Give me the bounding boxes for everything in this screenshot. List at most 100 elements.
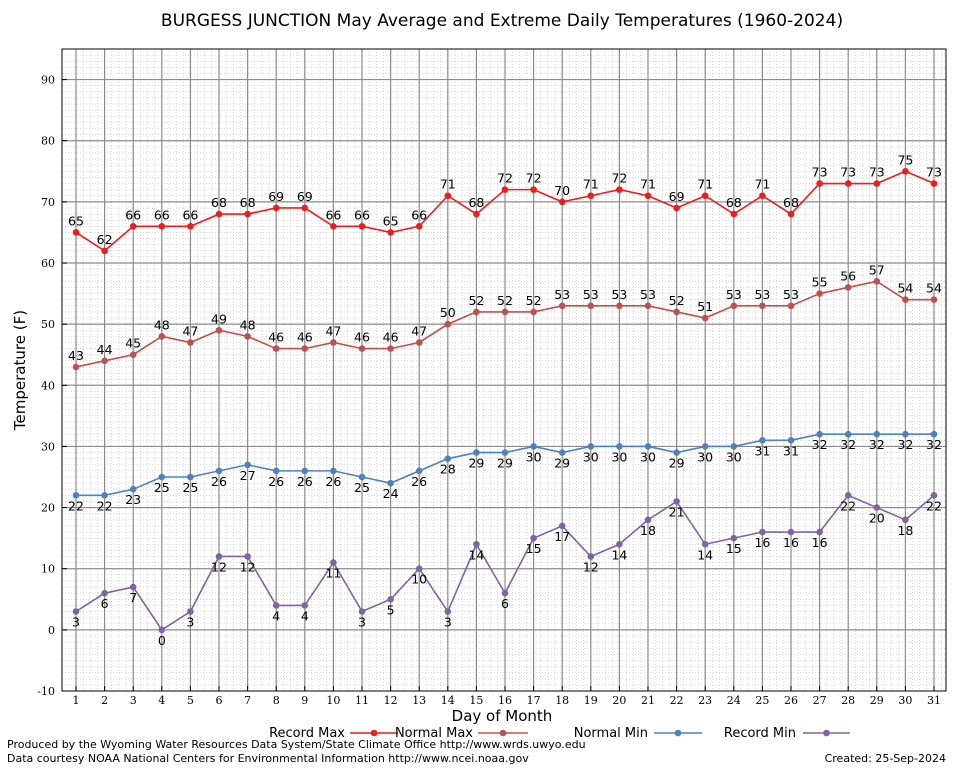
- data-label: 16: [754, 535, 770, 550]
- data-label: 16: [783, 535, 799, 550]
- data-label: 11: [325, 566, 341, 581]
- data-point: [558, 302, 566, 310]
- data-point: [358, 345, 366, 352]
- data-label: 3: [358, 615, 366, 630]
- data-label: 21: [669, 504, 685, 519]
- data-label: 69: [669, 189, 685, 204]
- x-tick-label: 20: [612, 694, 626, 707]
- data-point: [873, 180, 881, 187]
- data-point: [358, 473, 366, 481]
- data-label: 3: [444, 615, 452, 630]
- data-point: [530, 534, 537, 542]
- data-point: [844, 430, 852, 438]
- x-tick-label: 22: [670, 694, 684, 707]
- plot-frame: [61, 48, 947, 692]
- data-point: [644, 516, 652, 524]
- data-point: [530, 308, 537, 316]
- data-label: 66: [411, 207, 427, 222]
- data-label: 26: [297, 474, 313, 489]
- data-point: [158, 473, 166, 481]
- data-point: [873, 504, 881, 511]
- data-label: 25: [182, 480, 198, 495]
- x-axis-title: Day of Month: [452, 707, 553, 725]
- series-record-max: 65 62 66 66 66 68 68 69 69 66 66 65 66 71 68 72 72 70 71 72…: [68, 152, 942, 255]
- data-label: 73: [840, 165, 856, 180]
- y-tick-label: 80: [41, 135, 55, 148]
- data-label: 46: [383, 330, 399, 345]
- data-point: [701, 192, 709, 200]
- data-label: 30: [697, 449, 713, 464]
- data-point: [844, 492, 852, 499]
- footer: Produced by the Wyoming Water Resources …: [7, 738, 946, 765]
- data-label: 66: [354, 207, 370, 222]
- data-label: 47: [182, 323, 198, 338]
- data-point: [844, 180, 852, 187]
- y-tick-label: -10: [37, 685, 55, 698]
- data-point: [873, 278, 881, 285]
- legend-marker: [499, 729, 507, 737]
- data-point: [415, 339, 423, 346]
- data-label: 46: [354, 330, 370, 345]
- data-point: [587, 302, 595, 310]
- data-label: 24: [383, 486, 399, 501]
- legend-item-record-max: Record Max: [269, 726, 398, 741]
- data-label: 47: [411, 323, 427, 338]
- data-label: 29: [468, 456, 484, 471]
- x-tick-label: 15: [469, 694, 483, 707]
- data-label: 55: [812, 275, 828, 290]
- x-tick-label: 19: [584, 694, 598, 707]
- data-label: 71: [640, 177, 656, 192]
- data-label: 10: [411, 572, 427, 587]
- data-label: 15: [526, 541, 542, 556]
- data-point: [930, 430, 938, 438]
- data-point: [330, 223, 337, 230]
- chart-title: BURGESS JUNCTION May Average and Extreme…: [161, 11, 843, 31]
- legend-item-normal-min: Normal Min: [574, 726, 702, 741]
- legend-item-normal-max: Normal Max: [395, 726, 528, 741]
- data-point: [444, 455, 452, 462]
- data-label: 53: [583, 287, 599, 302]
- data-label: 30: [583, 449, 599, 464]
- data-point: [358, 223, 366, 230]
- data-point: [215, 467, 223, 475]
- data-point: [187, 608, 194, 615]
- data-point: [673, 308, 680, 316]
- data-point: [616, 443, 623, 450]
- x-tick-label: 3: [130, 694, 137, 707]
- data-point: [387, 229, 394, 236]
- data-label: 56: [840, 268, 856, 283]
- data-point: [930, 296, 938, 303]
- x-tick-label: 6: [216, 694, 223, 707]
- legend: Record Max Normal Max Normal Min Record Min: [269, 726, 850, 741]
- data-point: [387, 479, 394, 487]
- data-point: [72, 492, 80, 499]
- data-label: 12: [211, 559, 227, 574]
- data-point: [873, 430, 881, 438]
- data-label: 26: [268, 474, 284, 489]
- data-label: 7: [129, 590, 137, 605]
- data-point: [730, 443, 738, 450]
- data-point: [215, 210, 223, 218]
- data-label: 68: [468, 195, 484, 210]
- data-label: 68: [726, 195, 742, 210]
- data-label: 0: [158, 633, 166, 648]
- data-label: 3: [186, 615, 194, 630]
- data-label: 50: [440, 305, 456, 320]
- y-tick-label: 0: [48, 624, 55, 637]
- x-tick-label: 11: [355, 694, 369, 707]
- x-tick-label: 28: [841, 694, 855, 707]
- data-label: 12: [240, 559, 256, 574]
- data-label: 4: [272, 608, 280, 623]
- data-label: 31: [754, 443, 770, 458]
- data-point: [787, 437, 795, 444]
- y-tick-label: 90: [41, 74, 55, 87]
- series-record-min: 3 6 7 0 3 12 12 4 4 11 3 5 10 3 14 6 15 17 12 14 18 21 14 15 16 1…: [72, 492, 942, 648]
- data-point: [244, 333, 251, 340]
- data-point: [129, 485, 137, 493]
- legend-marker: [370, 729, 378, 737]
- data-point: [587, 553, 595, 560]
- data-point: [158, 223, 166, 230]
- data-point: [387, 345, 394, 352]
- data-point: [301, 204, 309, 212]
- data-label: 72: [611, 171, 627, 186]
